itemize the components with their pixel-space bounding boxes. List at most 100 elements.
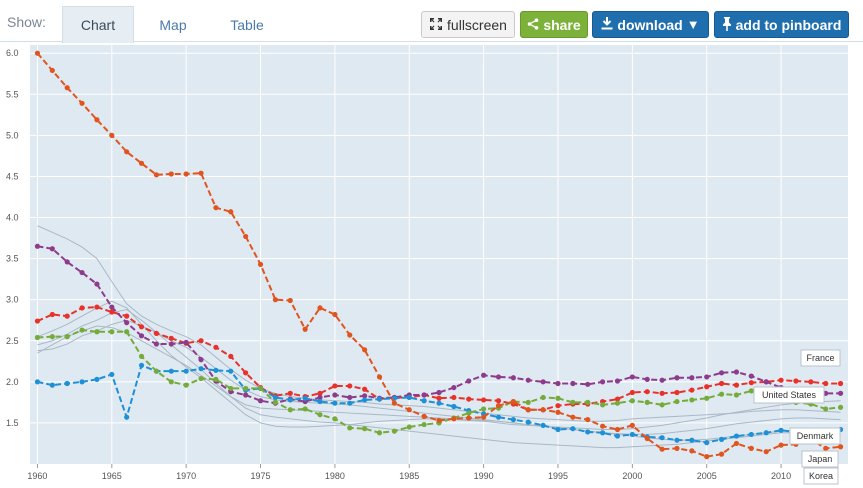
- data-point-united-states: [109, 304, 115, 310]
- data-point-japan: [362, 426, 368, 432]
- data-point-japan: [540, 394, 546, 401]
- data-point-japan: [644, 399, 650, 405]
- data-point-korea: [138, 160, 145, 166]
- data-point-korea: [644, 435, 650, 442]
- data-point-united-states: [257, 398, 264, 404]
- data-point-korea: [64, 85, 70, 91]
- add-to-pinboard-button[interactable]: add to pinboard: [714, 11, 849, 38]
- data-point-korea: [272, 297, 278, 303]
- x-tick-label: 1985: [399, 471, 419, 481]
- data-point-korea: [466, 415, 472, 421]
- data-point-korea: [585, 417, 591, 423]
- data-point-japan: [629, 398, 635, 404]
- data-point-united-states: [540, 379, 546, 385]
- data-point-united-states: [495, 374, 502, 380]
- y-tick-label: 3.5: [6, 254, 19, 264]
- data-point-japan: [837, 404, 844, 410]
- data-point-japan: [317, 412, 323, 418]
- data-point-denmark: [376, 396, 383, 402]
- data-point-korea: [540, 407, 546, 413]
- data-point-united-states: [600, 379, 606, 385]
- data-point-denmark: [49, 382, 55, 388]
- data-point-united-states: [614, 378, 621, 384]
- download-label: download: [617, 16, 683, 33]
- data-point-japan: [674, 398, 680, 405]
- data-point-japan: [153, 368, 160, 374]
- data-point-denmark: [198, 366, 204, 372]
- series-label-united-states: United States: [762, 390, 817, 400]
- data-point-denmark: [451, 403, 457, 410]
- download-icon: [601, 17, 613, 32]
- context-series-line: [37, 225, 841, 422]
- data-point-united-states: [421, 392, 427, 398]
- download-button[interactable]: download ▼: [592, 11, 709, 38]
- data-point-korea: [332, 311, 338, 318]
- data-point-france: [124, 313, 130, 319]
- data-point-korea: [243, 233, 249, 240]
- data-point-united-states: [79, 269, 85, 276]
- data-point-denmark: [213, 367, 219, 373]
- data-point-france: [228, 353, 234, 359]
- data-point-france: [629, 389, 635, 396]
- data-point-france: [689, 387, 695, 393]
- data-point-united-states: [585, 381, 591, 387]
- data-point-japan: [332, 416, 338, 422]
- y-tick-label: 3.0: [6, 295, 19, 305]
- data-point-japan: [733, 392, 740, 398]
- data-point-france: [213, 344, 219, 350]
- series-label-korea: Korea: [809, 471, 833, 481]
- data-point-denmark: [674, 437, 680, 443]
- series-label-box-japan: [801, 450, 839, 468]
- chart-area: 1.5 2.0 2.5 3.0 3.5 4.0 4.5 5.0 5.5 6.0 1960 1965 19…: [0, 43, 863, 488]
- y-tick-label: 2.0: [6, 377, 19, 387]
- data-point-united-states: [466, 378, 472, 384]
- data-point-denmark: [540, 422, 546, 428]
- data-point-denmark: [570, 426, 576, 432]
- data-point-japan: [213, 376, 219, 382]
- tab-chart[interactable]: Chart: [62, 6, 134, 43]
- data-point-united-states: [674, 375, 680, 381]
- share-button[interactable]: share: [520, 11, 588, 38]
- data-point-united-states: [64, 259, 70, 265]
- data-point-united-states: [362, 393, 368, 399]
- data-point-korea: [376, 374, 383, 380]
- data-point-korea: [525, 407, 531, 413]
- y-tick-label: 2.5: [6, 336, 19, 346]
- data-point-japan: [570, 399, 576, 405]
- data-point-denmark: [168, 368, 174, 374]
- x-tick-label: 2010: [771, 471, 791, 481]
- data-point-japan: [555, 395, 561, 401]
- data-point-france: [34, 318, 41, 324]
- fullscreen-button[interactable]: fullscreen: [421, 11, 515, 38]
- data-point-japan: [94, 329, 100, 335]
- data-point-france: [823, 380, 829, 387]
- data-point-japan: [614, 400, 621, 406]
- data-point-japan: [585, 399, 591, 405]
- data-point-japan: [243, 385, 249, 392]
- data-point-denmark: [34, 379, 41, 385]
- data-point-japan: [228, 385, 234, 392]
- tab-table[interactable]: Table: [230, 16, 264, 33]
- data-point-korea: [317, 305, 323, 311]
- tab-map[interactable]: Map: [159, 16, 187, 33]
- data-point-japan: [421, 421, 427, 428]
- data-point-denmark: [302, 395, 308, 401]
- data-point-korea: [748, 445, 754, 451]
- data-point-denmark: [525, 419, 531, 425]
- data-point-france: [243, 370, 249, 376]
- data-point-france: [94, 304, 100, 310]
- data-point-japan: [79, 327, 85, 333]
- data-point-france: [793, 378, 799, 384]
- data-point-united-states: [763, 379, 769, 385]
- fullscreen-label: fullscreen: [447, 16, 507, 33]
- y-tick-label: 5.5: [6, 89, 19, 99]
- data-point-denmark: [585, 429, 591, 435]
- fertility-line-chart: 1.5 2.0 2.5 3.0 3.5 4.0 4.5 5.0 5.5 6.0 1960 1965 19…: [6, 45, 848, 485]
- data-point-korea: [689, 448, 695, 454]
- data-point-japan: [704, 395, 710, 401]
- data-point-japan: [718, 391, 725, 397]
- data-point-denmark: [733, 433, 740, 439]
- data-point-united-states: [451, 384, 457, 391]
- data-point-united-states: [332, 392, 338, 398]
- data-point-korea: [406, 407, 412, 413]
